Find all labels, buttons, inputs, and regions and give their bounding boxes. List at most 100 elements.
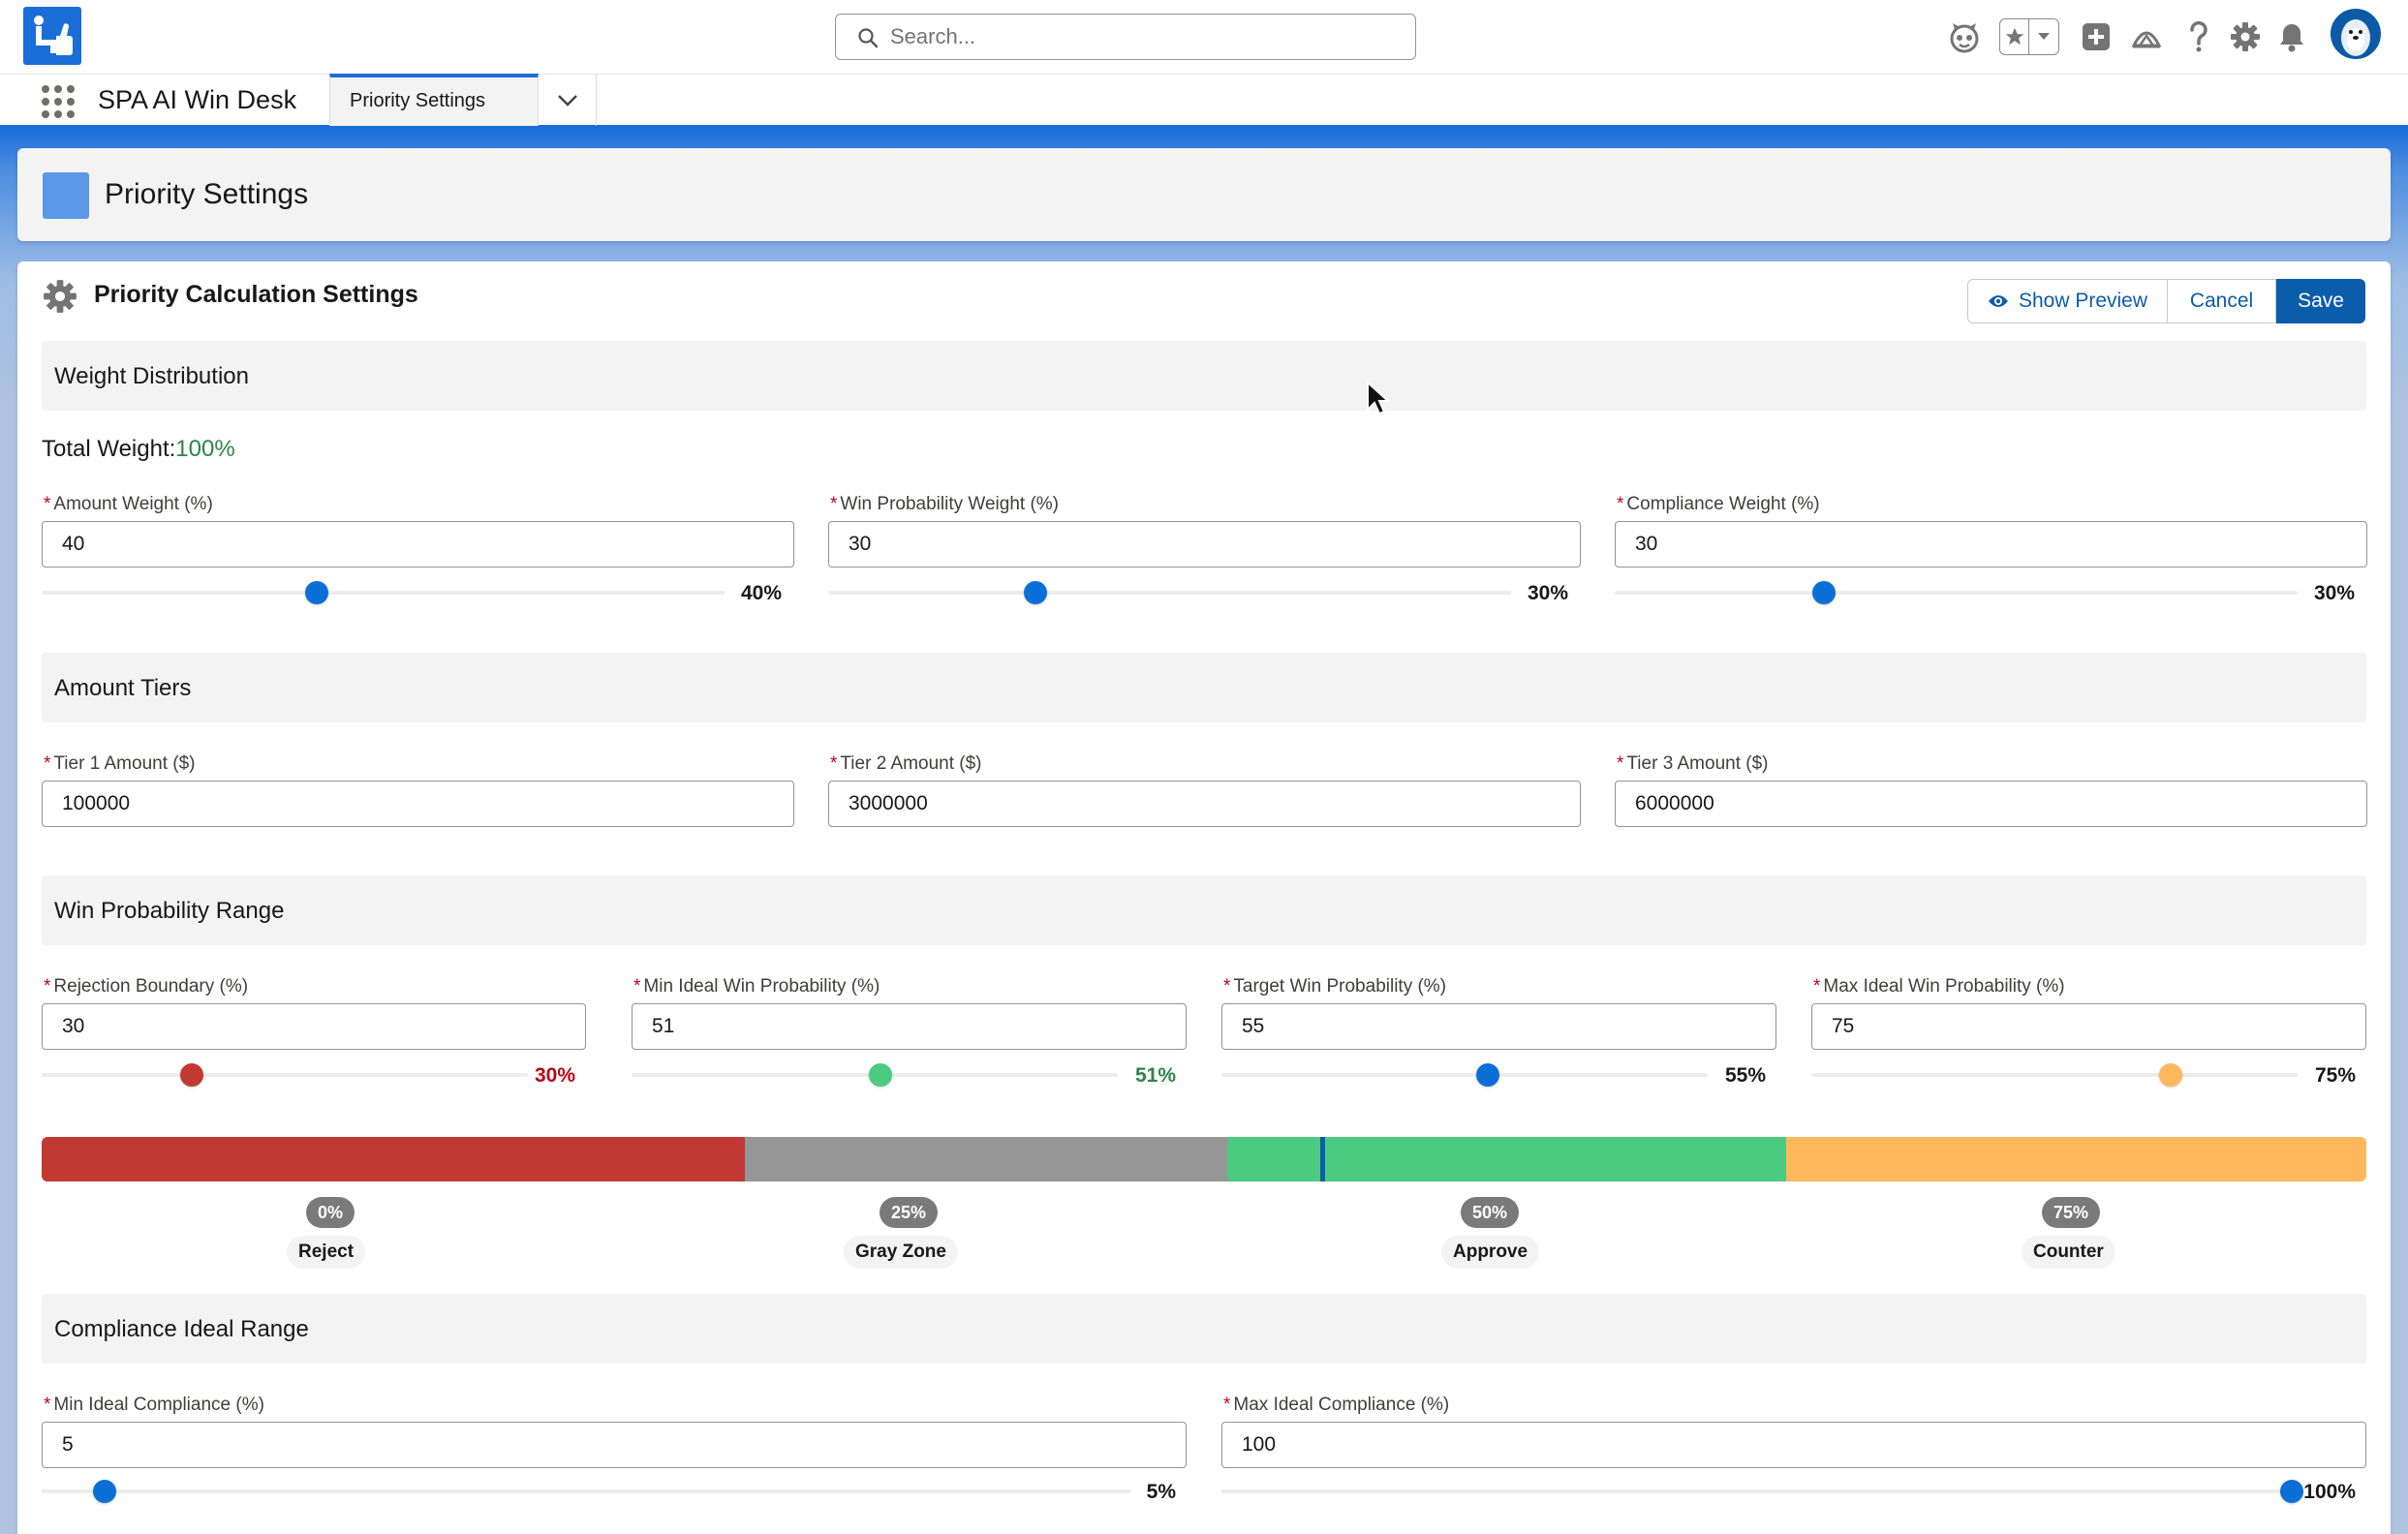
- tick-label-75: 75%: [2042, 1197, 2101, 1228]
- rejection-boundary-slider[interactable]: 30%: [42, 1056, 586, 1094]
- max-ideal-compliance-slider[interactable]: 100%: [1221, 1472, 2366, 1511]
- rejection-boundary-input[interactable]: [42, 1003, 586, 1050]
- compliance-weight-input[interactable]: [1615, 521, 2367, 568]
- max-ideal-win-probability-slider[interactable]: 75%: [1811, 1056, 2366, 1094]
- chevron-down-icon: [557, 94, 577, 107]
- add-icon[interactable]: [2077, 17, 2115, 56]
- slider-thumb[interactable]: [305, 581, 328, 604]
- trailhead-icon[interactable]: [2127, 17, 2166, 56]
- section-win-probability-range: Win Probability Range: [42, 875, 2366, 945]
- help-icon[interactable]: [2179, 17, 2218, 56]
- slider-thumb[interactable]: [869, 1063, 892, 1087]
- tick-label-50: 50%: [1461, 1197, 1520, 1228]
- setup-gear-icon[interactable]: [2226, 17, 2265, 56]
- slider-value: 100%: [2303, 1481, 2356, 1503]
- slider-thumb[interactable]: [1812, 581, 1836, 604]
- slider-thumb[interactable]: [1024, 581, 1047, 604]
- show-preview-button[interactable]: Show Preview: [1967, 279, 2168, 323]
- save-button[interactable]: Save: [2276, 279, 2365, 323]
- page-object-icon: [43, 172, 89, 219]
- search-input[interactable]: [890, 20, 1394, 53]
- win-probability-weight-label: * Win Probability Weight (%): [830, 494, 1060, 514]
- favorites-dropdown-icon[interactable]: [2029, 19, 2058, 54]
- priority-settings-card: Priority Calculation Settings Show Previ…: [17, 261, 2391, 1534]
- min-ideal-win-probability-input[interactable]: [632, 1003, 1187, 1050]
- section-title: Weight Distribution: [54, 363, 249, 389]
- target-win-probability-input[interactable]: [1221, 1003, 1776, 1050]
- max-ideal-win-probability-input[interactable]: [1811, 1003, 2366, 1050]
- app-launcher-icon[interactable]: [39, 82, 77, 121]
- min-ideal-compliance-slider[interactable]: 5%: [42, 1472, 1187, 1511]
- section-amount-tiers: Amount Tiers: [42, 653, 2366, 722]
- max-ideal-compliance-input[interactable]: [1221, 1422, 2366, 1468]
- slider-value: 51%: [1134, 1064, 1176, 1087]
- tier-3-amount-label: * Tier 3 Amount ($): [1617, 753, 1769, 774]
- reject-zone-segment: [42, 1137, 745, 1181]
- tier-1-amount-input[interactable]: [42, 781, 794, 827]
- win-probability-weight-input[interactable]: [828, 521, 1581, 568]
- counter-zone-segment: [1786, 1137, 2366, 1181]
- amount-weight-slider[interactable]: 40%: [42, 573, 794, 612]
- nav-dropdown-button[interactable]: [539, 75, 597, 126]
- user-avatar[interactable]: [2331, 9, 2381, 59]
- slider-thumb[interactable]: [2159, 1063, 2182, 1087]
- slider-value: 40%: [740, 582, 782, 604]
- section-compliance-ideal-range: Compliance Ideal Range: [42, 1294, 2366, 1364]
- slider-value: 55%: [1724, 1064, 1766, 1087]
- astro-icon[interactable]: [1945, 17, 1984, 56]
- slider-thumb[interactable]: [1476, 1063, 1499, 1087]
- slider-value: 30%: [534, 1064, 575, 1087]
- zone-label-gray-zone: Gray Zone: [844, 1236, 958, 1269]
- favorites-button-group[interactable]: [1999, 18, 2059, 55]
- page-title: Priority Settings: [105, 178, 309, 210]
- win-probability-range-bar: [42, 1137, 2366, 1181]
- notifications-bell-icon[interactable]: [2272, 17, 2311, 56]
- slider-thumb[interactable]: [180, 1063, 203, 1087]
- mouse-cursor-icon: [1367, 381, 1391, 415]
- zone-label-counter: Counter: [2022, 1236, 2115, 1269]
- section-title: Amount Tiers: [54, 675, 192, 701]
- tick-label-25: 25%: [880, 1197, 939, 1228]
- rejection-boundary-label: * Rejection Boundary (%): [44, 976, 249, 997]
- global-search-box[interactable]: [835, 14, 1416, 60]
- target-marker: [1320, 1137, 1325, 1181]
- settings-gear-icon: [44, 280, 77, 313]
- tier-2-amount-label: * Tier 2 Amount ($): [830, 753, 982, 774]
- section-weight-distribution: Weight Distribution: [42, 341, 2366, 411]
- min-ideal-win-probability-slider[interactable]: 51%: [632, 1056, 1187, 1094]
- section-title: Compliance Ideal Range: [54, 1316, 309, 1342]
- total-weight-label: Total Weight:: [42, 436, 176, 462]
- app-nav-bar: SPA AI Win Desk Priority Settings: [0, 74, 2408, 128]
- amount-weight-label: * Amount Weight (%): [44, 494, 213, 514]
- slider-thumb[interactable]: [93, 1480, 116, 1503]
- tier-3-amount-input[interactable]: [1615, 781, 2367, 827]
- zone-label-reject: Reject: [287, 1236, 366, 1269]
- cancel-button[interactable]: Cancel: [2168, 279, 2276, 323]
- min-ideal-compliance-input[interactable]: [42, 1422, 1187, 1468]
- card-title: Priority Calculation Settings: [94, 281, 418, 308]
- target-win-probability-slider[interactable]: 55%: [1221, 1056, 1776, 1094]
- tab-priority-settings[interactable]: Priority Settings: [329, 74, 539, 126]
- global-header: [0, 0, 2408, 74]
- gray-zone-segment: [745, 1137, 1227, 1181]
- search-icon: [858, 28, 879, 48]
- tab-label: Priority Settings: [350, 90, 486, 111]
- approve-zone-segment: [1227, 1137, 1786, 1181]
- page-header: Priority Settings: [17, 148, 2391, 241]
- section-title: Win Probability Range: [54, 898, 285, 924]
- compliance-weight-label: * Compliance Weight (%): [1617, 494, 1820, 514]
- slider-thumb[interactable]: [2280, 1480, 2303, 1503]
- total-weight-value: 100%: [175, 436, 235, 462]
- slider-value: 5%: [1146, 1481, 1176, 1503]
- app-logo-icon[interactable]: [23, 7, 81, 65]
- win-probability-weight-slider[interactable]: 30%: [828, 573, 1581, 612]
- max-ideal-win-probability-label: * Max Ideal Win Probability (%): [1813, 976, 2065, 997]
- slider-value: 30%: [2313, 582, 2355, 604]
- action-button-group: Show Preview Cancel Save: [1967, 279, 2365, 323]
- slider-value: 75%: [2314, 1064, 2356, 1087]
- compliance-weight-slider[interactable]: 30%: [1615, 573, 2367, 612]
- amount-weight-input[interactable]: [42, 521, 794, 568]
- tier-2-amount-input[interactable]: [828, 781, 1581, 827]
- slider-value: 30%: [1527, 582, 1568, 604]
- favorites-star-icon[interactable]: [2000, 19, 2029, 54]
